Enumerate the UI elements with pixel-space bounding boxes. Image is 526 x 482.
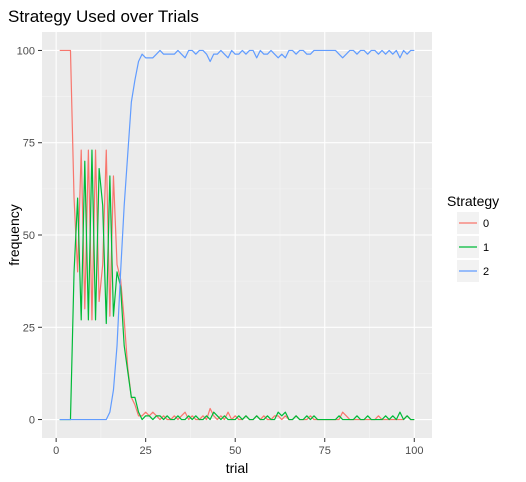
series-line-2 bbox=[59, 49, 415, 421]
legend: Strategy 0 1 2 bbox=[447, 193, 499, 282]
legend-items: 0 1 2 bbox=[457, 212, 489, 282]
series-line-1 bbox=[59, 149, 415, 421]
x-tick-label: 100 bbox=[405, 445, 423, 457]
y-tick-label: 50 bbox=[23, 230, 35, 242]
legend-label: 2 bbox=[483, 266, 489, 278]
x-axis-title: trial bbox=[226, 460, 249, 476]
legend-label: 0 bbox=[483, 218, 489, 230]
chart-title: Strategy Used over Trials bbox=[8, 7, 199, 26]
y-tick-label: 100 bbox=[17, 45, 35, 57]
x-tick-label: 25 bbox=[140, 445, 152, 457]
y-tick-label: 0 bbox=[29, 415, 35, 427]
y-axis-title: frequency bbox=[6, 204, 22, 265]
y-axis-ticks: 0 25 50 75 100 bbox=[17, 45, 42, 427]
legend-item-1: 1 bbox=[457, 236, 489, 258]
grid-major bbox=[42, 32, 432, 438]
legend-title: Strategy bbox=[447, 193, 499, 209]
x-tick-label: 0 bbox=[53, 445, 59, 457]
series-lines bbox=[59, 49, 415, 421]
legend-item-2: 2 bbox=[457, 260, 489, 282]
x-axis-ticks: 0 25 50 75 100 bbox=[53, 438, 423, 457]
y-tick-label: 25 bbox=[23, 322, 35, 334]
x-tick-label: 75 bbox=[319, 445, 331, 457]
legend-item-0: 0 bbox=[457, 212, 489, 234]
legend-label: 1 bbox=[483, 242, 489, 254]
y-tick-label: 75 bbox=[23, 138, 35, 150]
x-tick-label: 50 bbox=[229, 445, 241, 457]
